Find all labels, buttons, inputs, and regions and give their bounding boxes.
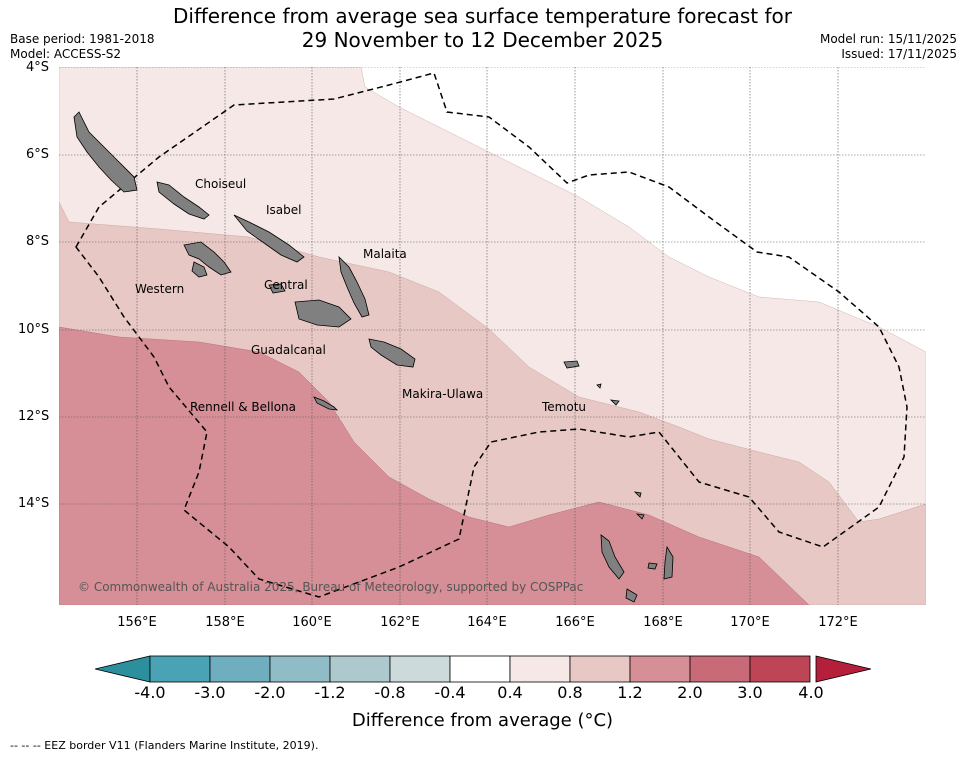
colorbar-cell-9 <box>689 655 751 683</box>
colorbar-extend-right <box>815 655 871 683</box>
place-label-isabel: Isabel <box>266 203 302 217</box>
lat-label-14s: 14°S <box>18 496 50 511</box>
colorbar-cell-1 <box>209 655 271 683</box>
colorbar-title-text: Difference from average ( <box>351 710 585 731</box>
colorbar-extend-left <box>95 655 151 683</box>
colorbar-tick-4: -0.8 <box>374 683 406 702</box>
island-guadalcanal <box>294 299 352 328</box>
island-vanuatu-4 <box>647 562 658 570</box>
place-label-rennell-bellona: Rennell & Bellona <box>190 400 297 414</box>
lon-label-156e: 156°E <box>117 615 157 630</box>
colorbar-tick-0: -4.0 <box>134 683 166 702</box>
place-label-temotu: Temotu <box>542 400 587 414</box>
lat-label-4s: 4°S <box>26 60 50 75</box>
place-label-choiseul: Choiseul <box>195 177 247 191</box>
colorbar-tick-7: 0.8 <box>557 683 583 702</box>
island-choiseul <box>73 111 138 193</box>
island-new-georgia <box>183 241 232 276</box>
colorbar-cell-7 <box>569 655 631 683</box>
island-banks <box>635 513 645 520</box>
colorbar-cell-10 <box>749 655 811 683</box>
island-malaita <box>338 255 370 318</box>
lon-label-170e: 170°E <box>730 615 770 630</box>
colorbar-tick-6: 0.4 <box>497 683 523 702</box>
island-isabel <box>156 181 210 220</box>
island-vanuatu-2 <box>663 545 674 580</box>
island-isabel-east <box>233 214 305 263</box>
island-makira <box>368 338 416 368</box>
lon-label-164e: 164°E <box>467 615 507 630</box>
colorbar-tick-5: -0.4 <box>434 683 466 702</box>
colorbar-tick-10: 3.0 <box>737 683 763 702</box>
island-vanuatu-1 <box>600 534 625 580</box>
model-run: Model run: 15/11/2025 <box>819 32 957 46</box>
colorbar-cell-5 <box>449 655 511 683</box>
sst-anomaly-map <box>59 67 926 605</box>
colorbar-cell-4 <box>389 655 451 683</box>
place-label-makira-ulawa: Makira-Ulawa <box>402 387 484 401</box>
lon-label-172e: 172°E <box>818 615 858 630</box>
colorbar-tick-3: -1.2 <box>314 683 346 702</box>
lon-label-166e: 166°E <box>555 615 595 630</box>
colorbar-tick-2: -2.0 <box>254 683 286 702</box>
title-line-1: Difference from average sea surface temp… <box>172 4 792 28</box>
colorbar-cell-6 <box>509 655 571 683</box>
issued-date: Issued: 17/11/2025 <box>841 47 957 61</box>
lon-label-168e: 168°E <box>643 615 683 630</box>
model-name: Model: ACCESS-S2 <box>10 47 122 61</box>
lat-label-6s: 6°S <box>26 147 50 162</box>
eez-border <box>75 72 908 598</box>
anomaly-band-12-20 <box>59 326 810 605</box>
island-torres <box>633 491 642 498</box>
colorbar-tick-8: 1.2 <box>617 683 643 702</box>
island-rennell <box>313 396 339 411</box>
eez-footnote: -- -- -- EEZ border V11 (Flanders Marine… <box>10 739 319 752</box>
map-title: Difference from average sea surface temp… <box>0 4 965 52</box>
lat-label-8s: 8°S <box>26 234 50 249</box>
island-vanuatu-3 <box>625 588 638 603</box>
lat-label-10s: 10°S <box>18 322 50 337</box>
base-period: Base period: 1981-2018 <box>10 32 155 46</box>
colorbar <box>95 655 871 683</box>
colorbar-cell-2 <box>269 655 331 683</box>
colorbar-unit: °C <box>584 710 607 731</box>
metadata-right: Model run: 15/11/2025 Issued: 17/11/2025 <box>820 32 957 62</box>
lon-label-160e: 160°E <box>292 615 332 630</box>
colorbar-cell-8 <box>629 655 691 683</box>
metadata-left: Base period: 1981-2018 Model: ACCESS-S2 <box>10 32 155 62</box>
colorbar-title-end: ) <box>606 710 614 731</box>
land-masses <box>73 111 674 603</box>
lat-label-12s: 12°S <box>18 409 50 424</box>
colorbar-tick-11: 4.0 <box>798 683 824 702</box>
colorbar-title: Difference from average (°C) <box>0 710 965 731</box>
island-santa-cruz <box>596 383 602 389</box>
lon-label-162e: 162°E <box>380 615 420 630</box>
island-new-georgia-south <box>191 261 208 278</box>
place-label-guadalcanal: Guadalcanal <box>251 343 326 357</box>
colorbar-cell-3 <box>329 655 391 683</box>
colorbar-tick-9: 2.0 <box>677 683 703 702</box>
graticule <box>59 67 926 605</box>
copyright-notice: © Commonwealth of Australia 2025, Bureau… <box>78 580 584 594</box>
colorbar-tick-1: -3.0 <box>194 683 226 702</box>
place-label-malaita: Malaita <box>363 247 407 261</box>
lon-label-158e: 158°E <box>205 615 245 630</box>
island-vanikoro <box>563 360 580 369</box>
title-line-2: 29 November to 12 December 2025 <box>301 28 664 52</box>
colorbar-cell-0 <box>149 655 211 683</box>
place-label-western: Western <box>135 282 185 296</box>
island-florida <box>268 283 286 294</box>
place-label-central: Central <box>264 278 308 292</box>
island-utupua <box>609 399 620 406</box>
